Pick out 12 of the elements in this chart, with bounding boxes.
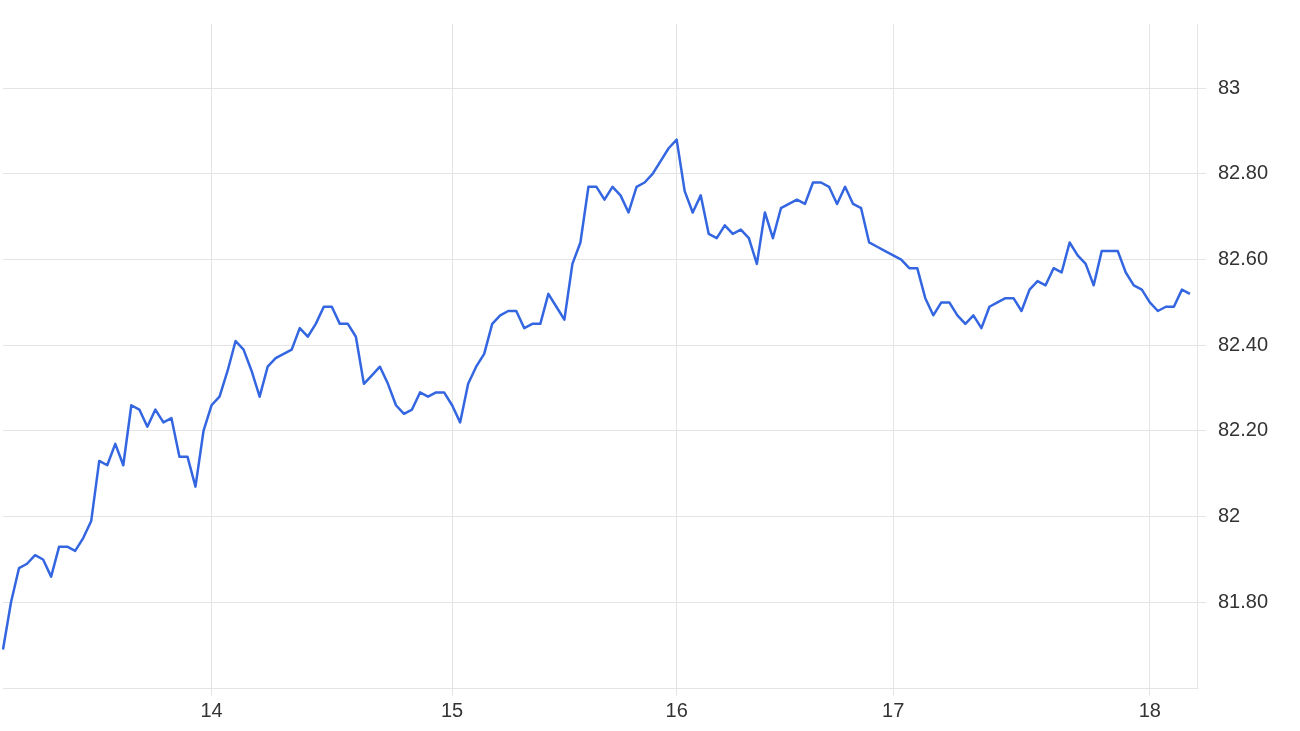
- x-tick-label: 14: [200, 698, 223, 721]
- x-tick-label: 16: [665, 698, 688, 721]
- x-tick-label: 15: [440, 698, 464, 721]
- x-tick-label: 17: [882, 698, 905, 721]
- y-tick-label: 82: [1217, 504, 1241, 527]
- y-tick-label: 82.80: [1217, 161, 1269, 184]
- y-tick-label: 82.40: [1217, 332, 1269, 355]
- y-tick-label: 82.20: [1217, 418, 1269, 441]
- x-tick-label: 18: [1138, 698, 1161, 721]
- y-tick-label: 81.80: [1217, 589, 1269, 612]
- y-tick-label: 82.60: [1217, 247, 1269, 270]
- y-tick-label: 83: [1217, 75, 1241, 98]
